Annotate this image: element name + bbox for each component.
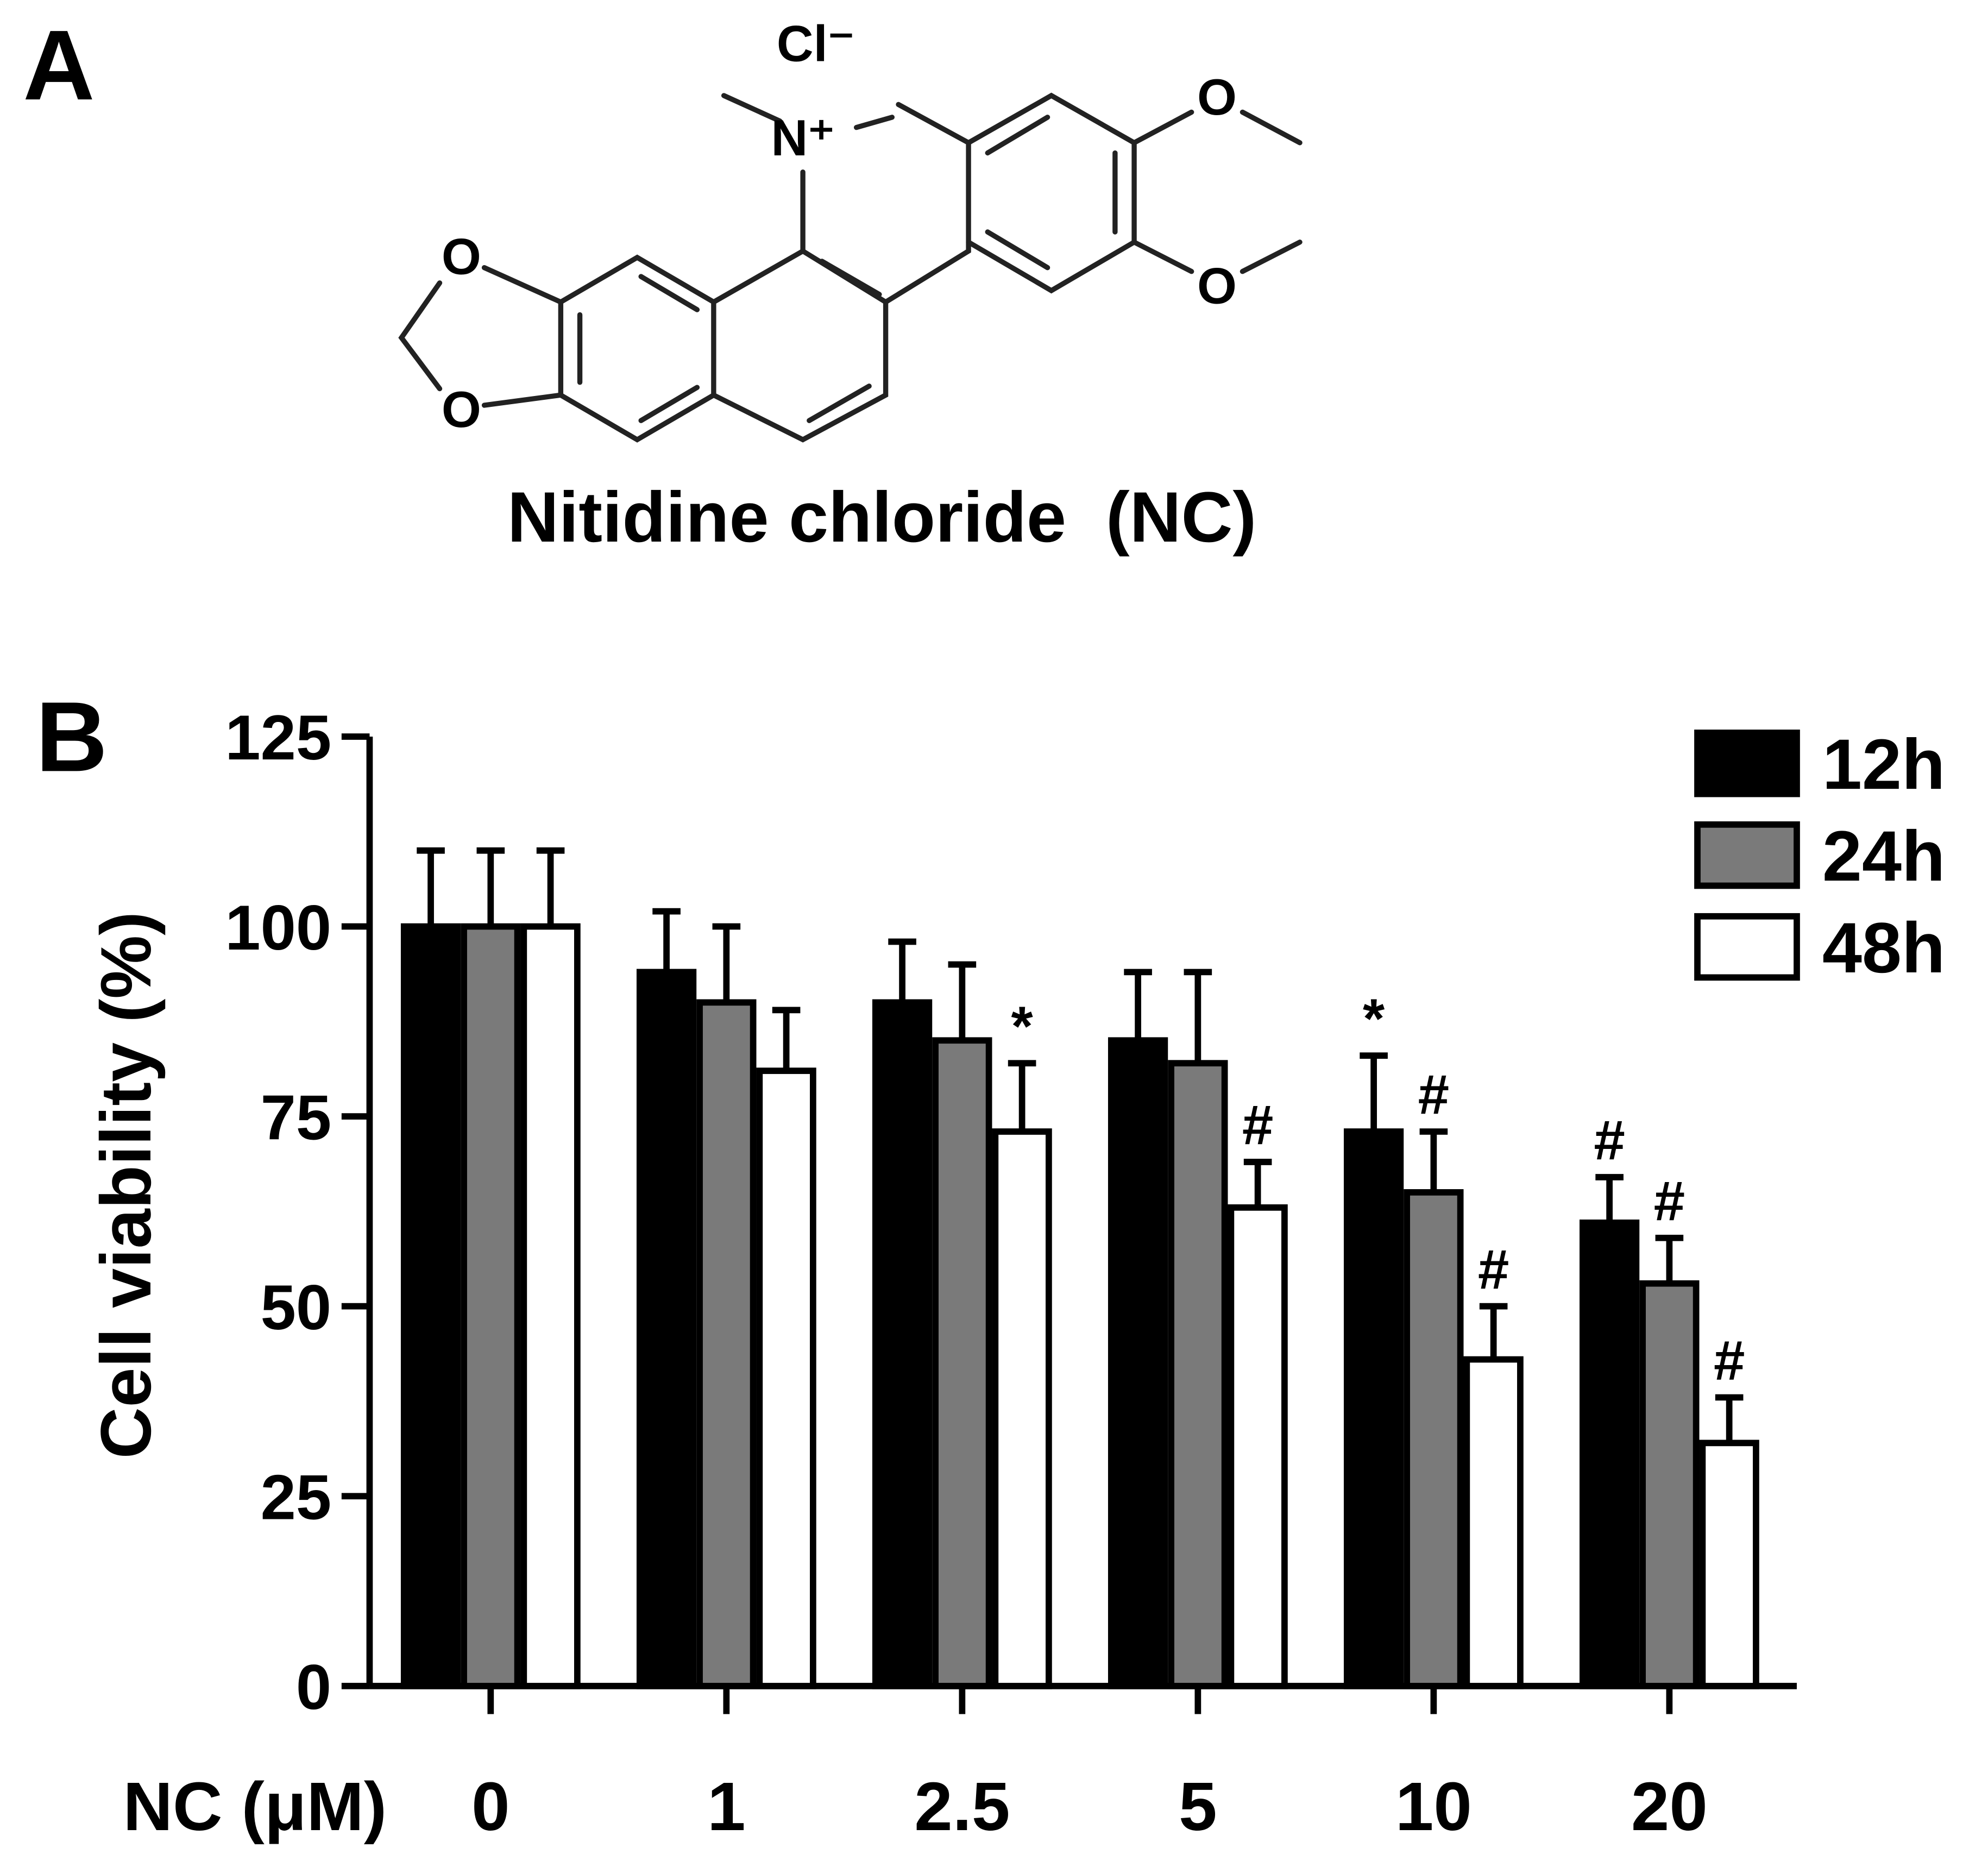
bond	[1240, 109, 1303, 146]
compound-name: Nitidine chloride (NC)	[507, 477, 1256, 557]
bar	[696, 999, 757, 1689]
y-tick-label: 25	[261, 1461, 331, 1532]
bar	[992, 1128, 1052, 1689]
y-tick-label: 50	[261, 1272, 331, 1343]
bond	[711, 248, 889, 443]
significance-mark: #	[1418, 1063, 1449, 1126]
legend-label: 48h	[1822, 908, 1945, 988]
x-tick-label: 2.5	[914, 1768, 1010, 1845]
bond	[1131, 109, 1194, 146]
significance-mark: *	[1011, 995, 1034, 1057]
y-tick-label: 0	[296, 1651, 331, 1723]
bond	[638, 385, 700, 423]
x-tick-label: 10	[1395, 1768, 1472, 1845]
bar	[461, 923, 521, 1689]
bond	[481, 265, 564, 305]
significance-mark: *	[1363, 987, 1385, 1050]
bar	[1404, 1189, 1464, 1689]
significance-mark: #	[1714, 1329, 1745, 1392]
bar	[400, 923, 461, 1689]
significance-mark: #	[1654, 1170, 1685, 1232]
legend-label: 12h	[1822, 724, 1945, 804]
atom-label: O	[1197, 68, 1237, 125]
bond	[398, 280, 443, 392]
chemical-structure: Cl⁻ N⁺ O O O O	[398, 15, 1303, 443]
y-tick-label: 75	[261, 1082, 331, 1153]
legend-swatch	[1694, 821, 1800, 889]
bond	[638, 274, 700, 312]
bar	[1579, 1219, 1640, 1689]
x-axis-title: NC (μM)	[123, 1768, 387, 1845]
bond	[1131, 240, 1194, 274]
bar	[1108, 1037, 1168, 1689]
atom-label: O	[1197, 257, 1237, 314]
bar	[872, 999, 933, 1689]
bond	[985, 229, 1050, 271]
bar	[1168, 1060, 1228, 1689]
bar	[1228, 1204, 1288, 1689]
bond	[985, 115, 1050, 156]
bar	[1463, 1356, 1524, 1689]
legend-label: 24h	[1822, 816, 1945, 896]
bond	[1240, 240, 1303, 274]
bar	[1343, 1128, 1404, 1689]
significance-mark: #	[1242, 1094, 1273, 1156]
panel-label: A	[23, 9, 95, 121]
x-tick-label: 20	[1631, 1768, 1708, 1845]
bar	[520, 923, 581, 1689]
panel-label: B	[36, 681, 108, 792]
y-tick-label: 125	[225, 702, 331, 773]
bar	[1699, 1440, 1759, 1689]
bond	[853, 115, 895, 130]
atom-label: Cl⁻	[777, 15, 854, 72]
bar	[1639, 1280, 1700, 1689]
bar	[756, 1067, 816, 1689]
bond	[819, 259, 882, 297]
x-tick-label: 5	[1179, 1768, 1217, 1845]
x-tick-label: 0	[471, 1768, 509, 1845]
y-axis-title: Cell viability (%)	[86, 912, 166, 1459]
legend-swatch	[1694, 730, 1800, 797]
bond	[481, 392, 564, 408]
legend-swatch	[1694, 913, 1800, 981]
atom-label: O	[442, 228, 481, 285]
bond	[721, 93, 783, 124]
bond	[558, 254, 716, 443]
bond	[807, 384, 872, 423]
significance-mark: #	[1594, 1109, 1625, 1171]
bar	[636, 969, 697, 1689]
bar	[932, 1037, 992, 1689]
significance-mark: #	[1478, 1238, 1509, 1300]
bond	[883, 102, 971, 305]
y-tick-label: 100	[225, 892, 331, 963]
atom-label: N⁺	[771, 109, 834, 166]
bond	[966, 92, 1137, 294]
atom-label: O	[442, 381, 481, 438]
x-tick-label: 1	[707, 1768, 745, 1845]
